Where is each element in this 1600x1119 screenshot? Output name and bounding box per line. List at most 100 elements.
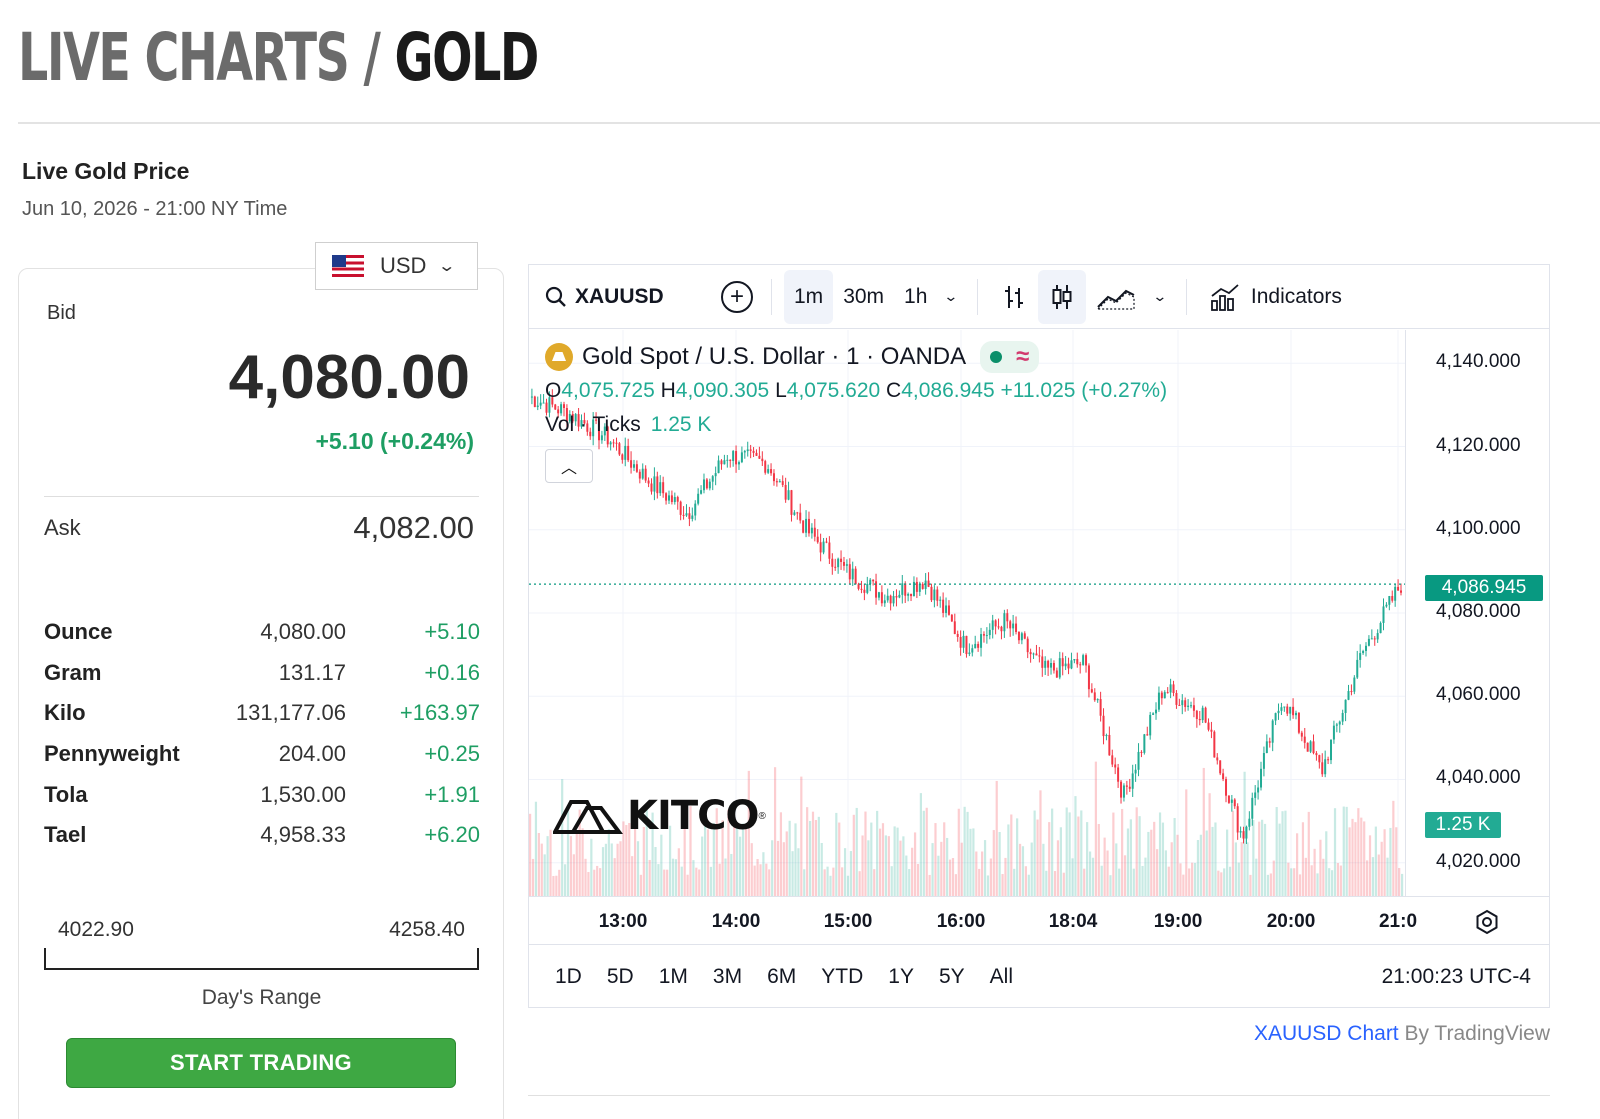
chart-style-chevron-icon[interactable]: ⌄ xyxy=(1152,288,1168,304)
currency-select[interactable]: USD ⌄ xyxy=(315,242,478,290)
period-all[interactable]: All xyxy=(989,964,1013,988)
period-5d[interactable]: 5D xyxy=(606,964,634,988)
interval-chevron-icon[interactable]: ⌄ xyxy=(943,288,959,304)
period-3m[interactable]: 3M xyxy=(712,964,743,988)
candle-body xyxy=(816,536,819,543)
unit-name: Gram xyxy=(44,659,102,685)
xauusd-chart-link[interactable]: XAUUSD Chart xyxy=(1253,1022,1399,1045)
volume-bar xyxy=(1030,842,1033,896)
price-timestamp: Jun 10, 2026 - 21:00 NY Time xyxy=(22,198,288,220)
time-axis[interactable]: 13:00 14:00 15:00 16:00 18:04 19:00 20:00 21:0 xyxy=(529,896,1549,944)
candle-body xyxy=(985,635,988,637)
volume-bar xyxy=(797,848,800,896)
compare-plus-icon[interactable]: + xyxy=(721,280,753,313)
candle-body xyxy=(656,476,659,494)
candle-body xyxy=(962,635,965,648)
volume-bar xyxy=(1345,806,1348,896)
volume-bar xyxy=(811,811,815,896)
symbol-search[interactable]: XAUUSD xyxy=(545,285,685,309)
volume-bar xyxy=(674,859,678,896)
candle-body xyxy=(662,482,665,494)
price-card xyxy=(18,268,504,1119)
candle-body xyxy=(1070,660,1073,669)
candle-body xyxy=(1155,709,1158,714)
volume-bar xyxy=(1153,821,1156,896)
interval-30m[interactable]: 30m xyxy=(843,284,885,308)
volume-bar xyxy=(1086,822,1089,896)
volume-bar xyxy=(1246,842,1249,896)
day-range-bar xyxy=(44,948,479,970)
volume-bar xyxy=(963,806,966,896)
unit-name: Ounce xyxy=(44,619,113,645)
price-axis[interactable]: 4,140.000 4,120.000 4,100.000 4,080.000 4,06… xyxy=(1405,330,1551,896)
candle-body xyxy=(627,445,630,461)
volume-bar xyxy=(806,807,809,896)
candle-body xyxy=(1058,658,1061,678)
breadcrumb-live-charts[interactable]: LIVE CHARTS xyxy=(18,19,350,96)
candle-body xyxy=(697,493,700,504)
candle-body xyxy=(930,586,933,601)
candle-body xyxy=(939,599,942,601)
price-tick-label: 4,060.000 xyxy=(1436,684,1521,706)
candle-body xyxy=(860,588,863,590)
candles-style-button[interactable] xyxy=(1038,269,1087,324)
ohlc-open-label: O xyxy=(545,379,562,402)
period-6m[interactable]: 6M xyxy=(767,964,797,988)
candle-body xyxy=(1359,653,1362,660)
volume-bar xyxy=(660,834,663,896)
candle-body xyxy=(1102,715,1105,737)
candle-body xyxy=(1248,818,1251,827)
period-1m[interactable]: 1M xyxy=(658,964,688,988)
start-trading-button[interactable]: START TRADING xyxy=(66,1038,456,1088)
candle-body xyxy=(1050,662,1053,668)
volume-bar xyxy=(995,780,998,896)
unit-price: 131,177.06 xyxy=(235,700,346,726)
candle-body xyxy=(1122,785,1125,798)
period-1y[interactable]: 1Y xyxy=(888,964,914,988)
settings-icon[interactable] xyxy=(1474,909,1500,935)
bars-style-button[interactable] xyxy=(990,270,1038,324)
volume-bar xyxy=(566,806,570,896)
volume-bar xyxy=(610,843,613,896)
volume-bar xyxy=(1214,822,1217,896)
market-status-pill[interactable]: ≈ xyxy=(980,341,1040,373)
indicators-button[interactable]: Indicators xyxy=(1199,270,1352,324)
volume-bar xyxy=(1080,810,1083,896)
candle-body xyxy=(586,423,589,432)
volume-bar xyxy=(931,843,934,896)
volume-bar xyxy=(596,865,599,896)
volume-bar xyxy=(1024,866,1027,896)
price-chart-canvas[interactable] xyxy=(529,330,1405,896)
volume-bar xyxy=(709,866,713,896)
period-5y[interactable]: 5Y xyxy=(938,964,965,988)
chart-clock[interactable]: 21:00:23 UTC-4 xyxy=(1381,965,1531,988)
period-1d[interactable]: 1D xyxy=(555,964,582,988)
collapse-legend-button[interactable]: ︿ xyxy=(545,449,593,483)
volume-bar xyxy=(1100,865,1103,896)
candle-body xyxy=(595,419,598,421)
volume-bar xyxy=(1275,807,1278,896)
candle-body xyxy=(1309,741,1312,752)
area-style-button[interactable] xyxy=(1086,270,1146,324)
candle-body xyxy=(1388,596,1391,605)
symbol-legend: Gold Spot / U.S. Dollar · 1 · OANDA ≈ xyxy=(545,341,1040,373)
volume-bar xyxy=(590,838,593,896)
candle-body xyxy=(1015,623,1018,632)
candle-body xyxy=(600,435,603,441)
interval-1m[interactable]: 1m xyxy=(784,269,834,324)
unit-price: 1,530.00 xyxy=(260,781,346,807)
candle-body xyxy=(1044,660,1047,668)
candle-body xyxy=(618,443,621,455)
candle-body xyxy=(1178,704,1181,706)
candle-body xyxy=(904,583,907,596)
period-ytd[interactable]: YTD xyxy=(821,964,864,988)
symbol-input[interactable]: XAUUSD xyxy=(575,284,664,308)
candle-body xyxy=(936,589,939,601)
volume-bar xyxy=(552,875,555,896)
interval-1h[interactable]: 1h xyxy=(904,284,928,308)
candle-body xyxy=(764,461,767,473)
candle-body xyxy=(1370,638,1373,640)
volume-bar xyxy=(727,809,730,896)
volume-bar xyxy=(715,808,718,896)
candle-body xyxy=(1012,623,1015,629)
